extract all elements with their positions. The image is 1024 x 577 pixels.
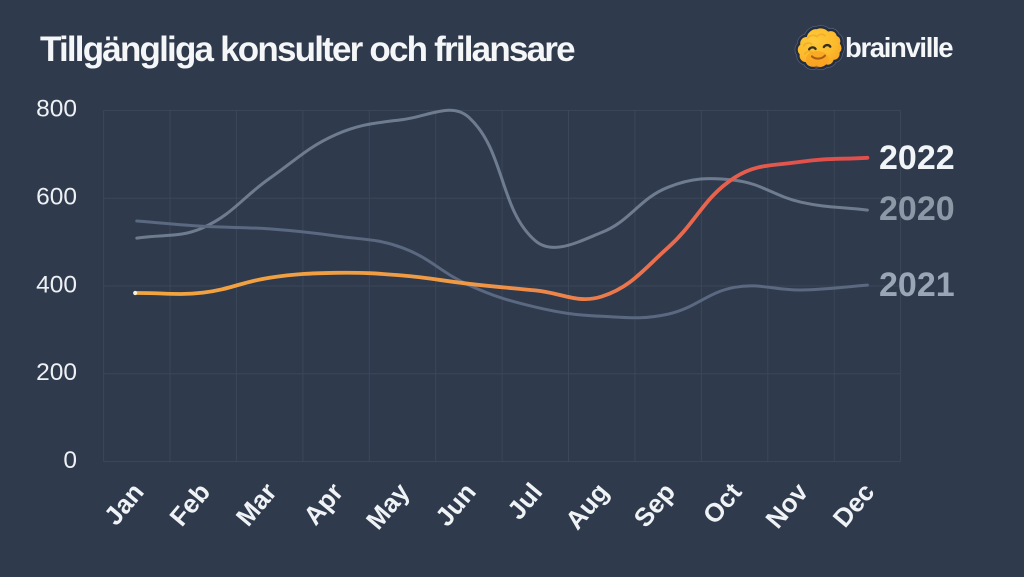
svg-text:2021: 2021 — [879, 266, 955, 304]
svg-text:2022: 2022 — [879, 139, 955, 177]
svg-text:800: 800 — [36, 96, 77, 123]
svg-text:0: 0 — [63, 447, 77, 474]
svg-text:Tillgängliga konsulter och fri: Tillgängliga konsulter och frilansare — [40, 30, 575, 69]
svg-text:200: 200 — [36, 359, 77, 386]
svg-text:brainville: brainville — [845, 32, 953, 63]
svg-text:600: 600 — [36, 184, 77, 211]
svg-text:400: 400 — [36, 271, 77, 298]
svg-text:2020: 2020 — [879, 190, 955, 228]
